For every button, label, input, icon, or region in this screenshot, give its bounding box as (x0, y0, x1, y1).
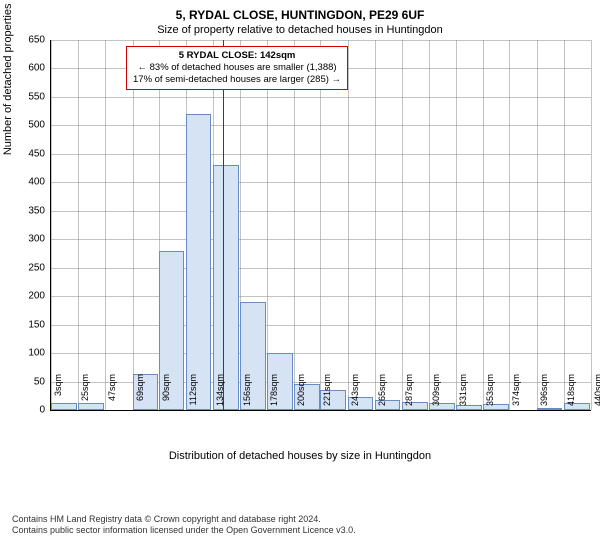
xtick-label: 374sqm (511, 374, 521, 414)
ytick-label: 450 (15, 148, 45, 159)
gridline-v (483, 40, 484, 410)
ytick-label: 300 (15, 234, 45, 245)
xtick-label: 200sqm (296, 374, 306, 414)
gridline-v (51, 40, 52, 410)
footer-line-1: Contains HM Land Registry data © Crown c… (12, 514, 600, 525)
ytick-label: 50 (15, 376, 45, 387)
xtick-label: 3sqm (53, 374, 63, 414)
gridline-v (294, 40, 295, 410)
xtick-label: 25sqm (80, 374, 90, 414)
gridline-v (537, 40, 538, 410)
xtick-label: 440sqm (593, 374, 600, 414)
ytick-label: 550 (15, 91, 45, 102)
ytick-label: 200 (15, 291, 45, 302)
ytick-label: 600 (15, 63, 45, 74)
gridline-v (320, 40, 321, 410)
gridline-v (429, 40, 430, 410)
annotation-box: 5 RYDAL CLOSE: 142sqm ← 83% of detached … (126, 46, 348, 90)
xtick-label: 353sqm (485, 374, 495, 414)
xtick-label: 309sqm (431, 374, 441, 414)
x-axis-label: Distribution of detached houses by size … (0, 450, 600, 462)
histogram-bar (186, 114, 212, 410)
y-axis-label: Number of detached properties (2, 4, 14, 156)
gridline-v (509, 40, 510, 410)
xtick-label: 90sqm (161, 374, 171, 414)
xtick-label: 287sqm (404, 374, 414, 414)
gridline-v (375, 40, 376, 410)
gridline-v (591, 40, 592, 410)
ytick-label: 150 (15, 319, 45, 330)
xtick-label: 221sqm (322, 374, 332, 414)
gridline-v (564, 40, 565, 410)
gridline-v (105, 40, 106, 410)
gridline-v (402, 40, 403, 410)
chart-title: 5, RYDAL CLOSE, HUNTINGDON, PE29 6UF (0, 8, 600, 22)
xtick-label: 69sqm (135, 374, 145, 414)
footer: Contains HM Land Registry data © Crown c… (12, 514, 600, 536)
chart-area: Number of detached properties 5 RYDAL CL… (50, 40, 590, 410)
xtick-label: 112sqm (188, 374, 198, 414)
xtick-label: 396sqm (539, 374, 549, 414)
xtick-label: 265sqm (377, 374, 387, 414)
annotation-title: 5 RYDAL CLOSE: 142sqm (133, 50, 341, 62)
ytick-label: 650 (15, 35, 45, 46)
xtick-label: 331sqm (458, 374, 468, 414)
annotation-line-smaller: ← 83% of detached houses are smaller (1,… (133, 62, 341, 74)
reference-line (223, 40, 224, 410)
gridline-v (133, 40, 134, 410)
xtick-label: 243sqm (350, 374, 360, 414)
ytick-label: 0 (15, 405, 45, 416)
gridline-v (78, 40, 79, 410)
xtick-label: 418sqm (566, 374, 576, 414)
xtick-label: 156sqm (242, 374, 252, 414)
annotation-line-larger: 17% of semi-detached houses are larger (… (133, 74, 341, 86)
ytick-label: 350 (15, 205, 45, 216)
ytick-label: 500 (15, 120, 45, 131)
gridline-v (348, 40, 349, 410)
gridline-v (456, 40, 457, 410)
xtick-label: 134sqm (215, 374, 225, 414)
footer-line-2: Contains public sector information licen… (12, 525, 600, 536)
plot-region: 5 RYDAL CLOSE: 142sqm ← 83% of detached … (50, 40, 591, 411)
ytick-label: 100 (15, 348, 45, 359)
xtick-label: 47sqm (107, 374, 117, 414)
ytick-label: 400 (15, 177, 45, 188)
chart-subtitle: Size of property relative to detached ho… (0, 24, 600, 36)
ytick-label: 250 (15, 262, 45, 273)
xtick-label: 178sqm (269, 374, 279, 414)
